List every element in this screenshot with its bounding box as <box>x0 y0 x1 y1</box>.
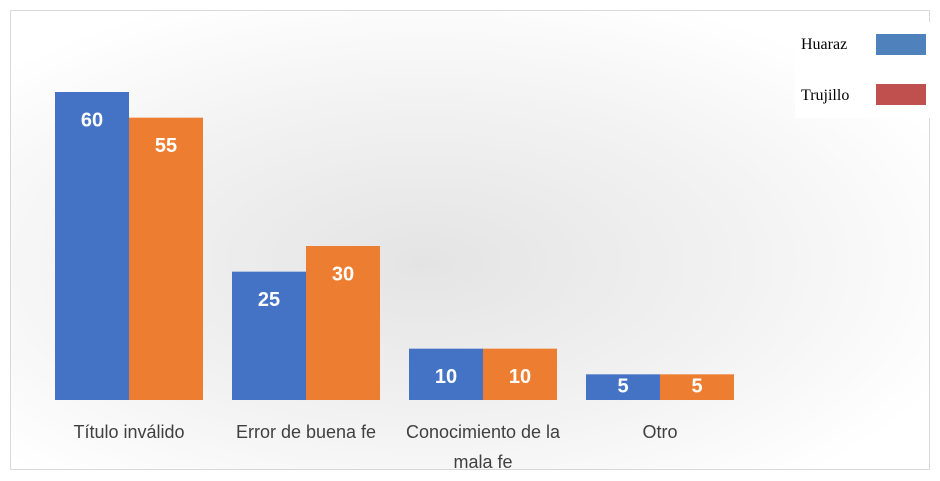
data-label: 60 <box>81 109 103 131</box>
data-label: 25 <box>258 289 280 311</box>
x-tick-label: Título inválido <box>73 422 185 442</box>
bar <box>306 246 380 400</box>
bar <box>660 374 734 400</box>
data-label: 5 <box>691 375 702 397</box>
bar <box>586 374 660 400</box>
data-label: 30 <box>332 263 354 285</box>
x-tick-label: Otro <box>642 422 678 442</box>
legend: Huaraz Trujillo <box>795 22 930 118</box>
bar <box>483 348 557 400</box>
data-label: 55 <box>155 135 177 157</box>
legend-swatch <box>876 34 926 55</box>
data-label: 5 <box>617 375 628 397</box>
bar <box>129 117 203 401</box>
bar <box>409 348 483 400</box>
legend-label: Trujillo <box>801 87 850 104</box>
x-tick-label: Conocimiento de la mala fe <box>405 422 561 472</box>
data-label: 10 <box>435 366 457 388</box>
legend-swatch <box>876 84 926 105</box>
x-tick-label: Error de buena fe <box>235 422 377 442</box>
bar <box>232 271 306 400</box>
data-label: 10 <box>509 366 531 388</box>
legend-label: Huaraz <box>801 36 848 53</box>
bar <box>55 92 129 400</box>
